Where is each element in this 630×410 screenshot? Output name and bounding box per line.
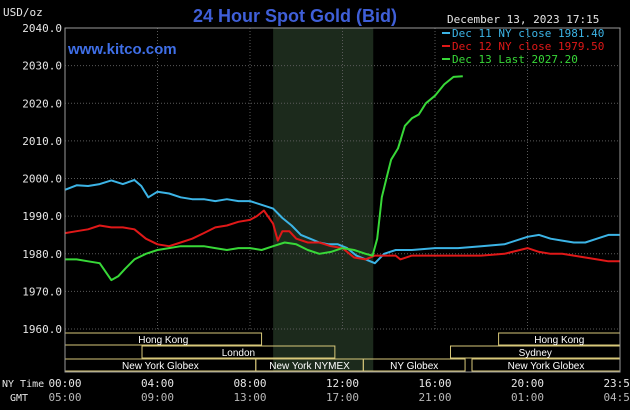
date-stamp: December 13, 2023 17:15 (447, 13, 599, 26)
y-tick-label: 1990.0 (22, 210, 62, 223)
x-tick-label-ny: 20:00 (511, 377, 544, 390)
website-label: www.kitco.com (67, 41, 177, 58)
series-line-2 (64, 209, 620, 263)
x-tick-label-ny: 12:00 (326, 377, 359, 390)
legend-entry: Dec 12 NY close 1979.50 (452, 40, 604, 53)
x-tick-label-gmt: 09:00 (141, 391, 174, 404)
y-tick-label: 1960.0 (22, 323, 62, 336)
plot-frame (64, 27, 621, 373)
y-tick-label: 1970.0 (22, 285, 62, 298)
y-axis-ticks: 1960.0 1970.0 1980.0 1990.0 2000.0 2010.0 2020… (22, 22, 62, 336)
x-tick-label-gmt: 17:00 (326, 391, 359, 404)
x-tick-label-gmt: 04:59 (603, 391, 630, 404)
ny-time-label: NY Time (2, 379, 44, 390)
x-tick-label-ny: 04:00 (141, 377, 174, 390)
market-session-label: Sydney (519, 348, 552, 359)
y-tick-label: 2000.0 (22, 173, 62, 186)
market-session-box (141, 345, 336, 359)
market-session-label: NY Globex (390, 361, 438, 372)
market-session-label: New York NYMEX (269, 361, 350, 372)
x-tick-label-gmt: 05:00 (48, 391, 81, 404)
legend-entry: Dec 13 Last 2027.20 (452, 53, 578, 66)
market-session-label: London (222, 348, 255, 359)
gmt-label: GMT (10, 393, 28, 404)
market-session-label: Hong Kong (534, 335, 584, 346)
y-tick-label: 2010.0 (22, 135, 62, 148)
y-tick-label: 2030.0 (22, 60, 62, 73)
shaded-session-band (273, 28, 374, 372)
y-tick-label: 2020.0 (22, 97, 62, 110)
x-tick-label-gmt: 01:00 (511, 391, 544, 404)
x-tick-label-ny: 00:00 (48, 377, 81, 390)
series-lines (64, 75, 620, 282)
y-tick-label: 1980.0 (22, 248, 62, 261)
x-tick-label-ny: 23:59 (603, 377, 630, 390)
x-tick-label-ny: 16:00 (418, 377, 451, 390)
chart-title: 24 Hour Spot Gold (Bid) (193, 6, 397, 26)
market-session-label: New York Globex (122, 361, 199, 372)
legend-entry: Dec 11 NY close 1981.40 (452, 27, 604, 40)
market-session-label: New York Globex (508, 361, 585, 372)
series-line-3 (65, 75, 463, 282)
x-tick-label-gmt: 21:00 (418, 391, 451, 404)
series-line-1 (64, 179, 620, 265)
y-tick-label: 2040.0 (22, 22, 62, 35)
x-tick-label-gmt: 13:00 (233, 391, 266, 404)
market-session-box (362, 358, 466, 372)
market-session-label: Hong Kong (138, 335, 188, 346)
x-tick-label-ny: 08:00 (233, 377, 266, 390)
y-unit-label: USD/oz (3, 6, 43, 19)
